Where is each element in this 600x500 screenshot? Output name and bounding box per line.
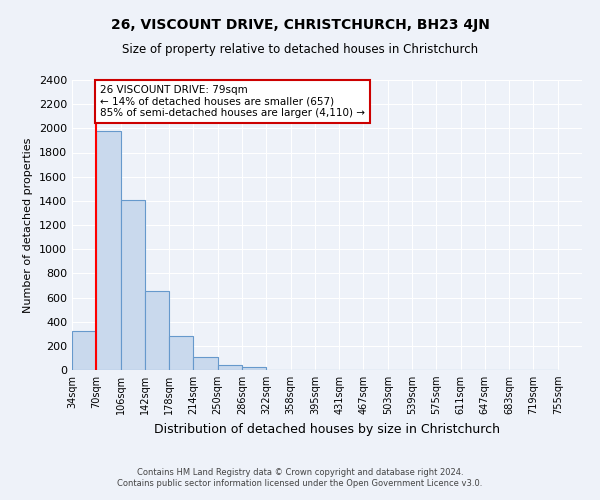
Bar [121, 200, 145, 370]
Y-axis label: Number of detached properties: Number of detached properties [23, 138, 34, 312]
Bar [96, 130, 121, 370]
Bar [145, 292, 169, 370]
Bar [218, 364, 242, 370]
Text: Contains HM Land Registry data © Crown copyright and database right 2024.
Contai: Contains HM Land Registry data © Crown c… [118, 468, 482, 487]
Bar [72, 330, 96, 370]
Bar [242, 367, 266, 370]
Text: 26 VISCOUNT DRIVE: 79sqm
← 14% of detached houses are smaller (657)
85% of semi-: 26 VISCOUNT DRIVE: 79sqm ← 14% of detach… [100, 85, 365, 118]
Bar [193, 358, 218, 370]
Bar [169, 336, 193, 370]
Text: Size of property relative to detached houses in Christchurch: Size of property relative to detached ho… [122, 42, 478, 56]
Text: 26, VISCOUNT DRIVE, CHRISTCHURCH, BH23 4JN: 26, VISCOUNT DRIVE, CHRISTCHURCH, BH23 4… [110, 18, 490, 32]
X-axis label: Distribution of detached houses by size in Christchurch: Distribution of detached houses by size … [154, 422, 500, 436]
